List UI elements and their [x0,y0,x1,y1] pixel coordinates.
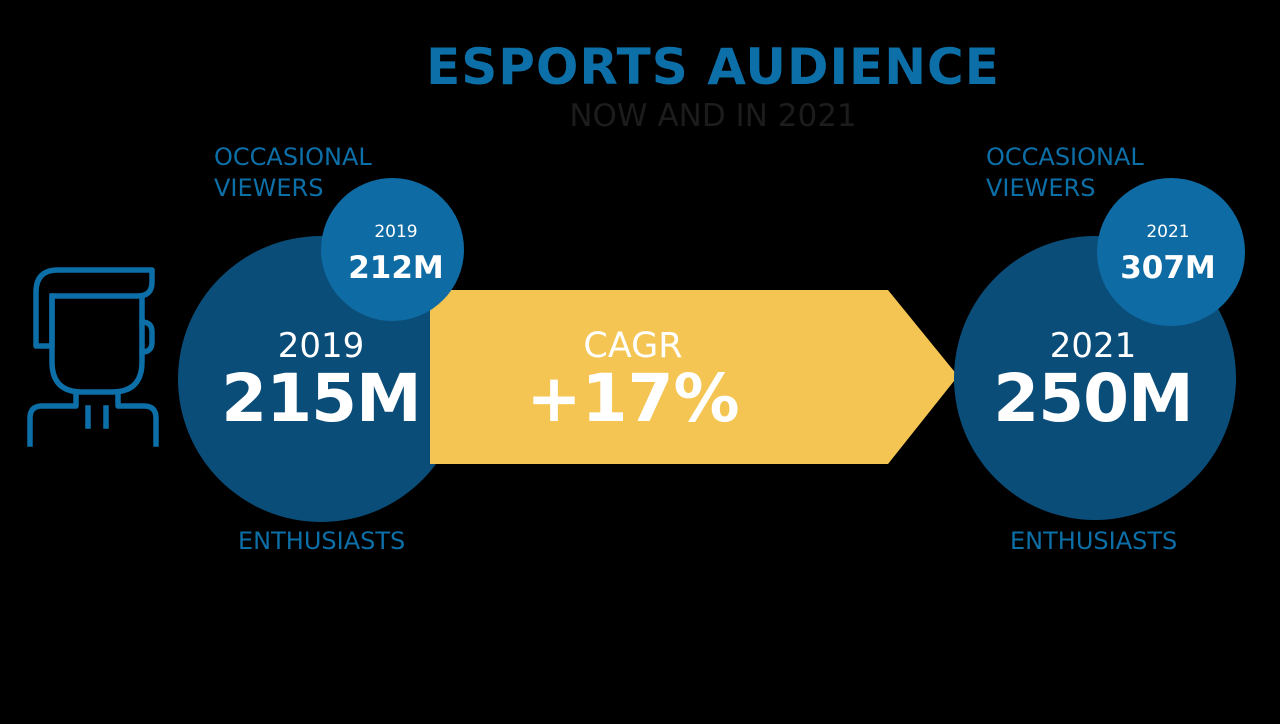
cagr-arrow [430,290,958,464]
right-occasional-year: 2021 [1146,222,1190,242]
left-enthusiast-label: ENTHUSIASTS [238,527,406,555]
right-enthusiast-year: 2021 [1049,326,1137,366]
left-enthusiast-year: 2019 [277,326,365,366]
right-enthusiast-label: ENTHUSIASTS [1010,527,1178,555]
left-occasional-label-line2: VIEWERS [214,174,324,202]
right-enthusiast-value: 250M [993,360,1193,437]
left-enthusiast-value: 215M [221,360,421,437]
right-occasional-label: OCCASIONAL VIEWERS [986,142,1144,204]
left-occasional-label-line1: OCCASIONAL [214,143,372,171]
left-occasional-value: 212M [348,250,444,286]
page-title: ESPORTS AUDIENCE [426,38,1000,96]
user-icon [27,267,159,447]
right-occasional-value: 307M [1120,250,1216,286]
right-occasional-circle [1097,178,1245,326]
left-occasional-year: 2019 [374,222,418,242]
left-occasional-circle [321,178,464,321]
left-occasional-label: OCCASIONAL VIEWERS [214,142,372,204]
cagr-label: CAGR [583,326,683,366]
right-occasional-label-line1: OCCASIONAL [986,143,1144,171]
right-occasional-label-line2: VIEWERS [986,174,1096,202]
page-subtitle: NOW AND IN 2021 [569,98,857,134]
cagr-value: +17% [526,360,740,437]
